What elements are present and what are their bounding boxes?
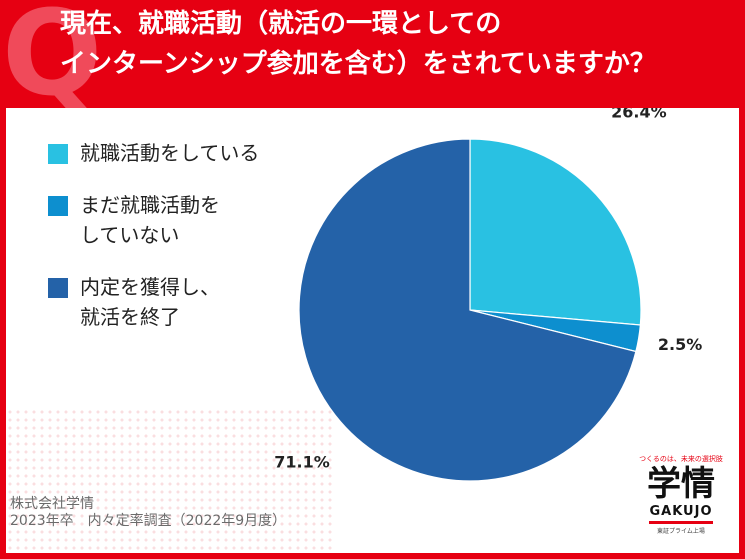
legend-label-finished-line-2: 就活を終了 [80,305,180,329]
data-label-finished: 71.1% [274,453,330,472]
title-line-2: インターンシップ参加を含む）をされていますか？ [60,49,656,79]
source-note: 株式会社学情 2023年卒 内々定率調査（2022年9月度） [10,496,286,530]
logo-tagline: つくるのは、未来の選択肢 [639,455,723,463]
legend-swatch-finished [48,278,68,298]
legend-swatch-working [48,144,68,164]
pie-chart: 26.4% 2.5% 71.1% [274,108,702,482]
gakujo-logo: つくるのは、未来の選択肢 学情 GAKUJO 東証プライム上場 [631,454,731,550]
pie-slice-working [469,138,642,326]
legend-swatch-not-yet [48,196,68,216]
legend: 就職活動をしている まだ就職活動を していない 内定を獲得し、 就活を終了 [48,138,259,354]
logo-subtext: 東証プライム上場 [657,528,705,535]
legend-item-working: 就職活動をしている [48,138,259,168]
question-title: 現在、就職活動（就活の一環としての インターンシップ参加を含む）をされていますか… [60,4,740,84]
source-company: 株式会社学情 [10,496,94,512]
title-line-1: 現在、就職活動（就活の一環としての [60,9,502,39]
source-survey: 2023年卒 内々定率調査（2022年9月度） [10,513,287,529]
logo-mark: 学情 [647,464,715,504]
legend-label-finished-line-1: 内定を獲得し、 [80,275,220,299]
logo-underline [649,521,713,524]
dot-pattern-decoration [6,408,336,553]
pie-slice-finished [298,138,637,482]
chart-panel: 26.4% 2.5% 71.1% 就職活動をしている まだ就職活動を していない 内… [6,108,739,553]
legend-label-not-yet-line-1: まだ就職活動を [80,193,220,217]
legend-label-not-yet-line-2: していない [80,223,180,247]
legend-item-not-yet: まだ就職活動を していない [48,190,259,250]
data-label-working: 26.4% [611,108,667,122]
logo-wordmark: GAKUJO [649,504,713,519]
legend-item-finished: 内定を獲得し、 就活を終了 [48,272,259,332]
data-label-not-yet: 2.5% [658,335,702,354]
legend-label-working-line-1: 就職活動をしている [80,141,260,165]
q-mark: Q [2,0,103,122]
